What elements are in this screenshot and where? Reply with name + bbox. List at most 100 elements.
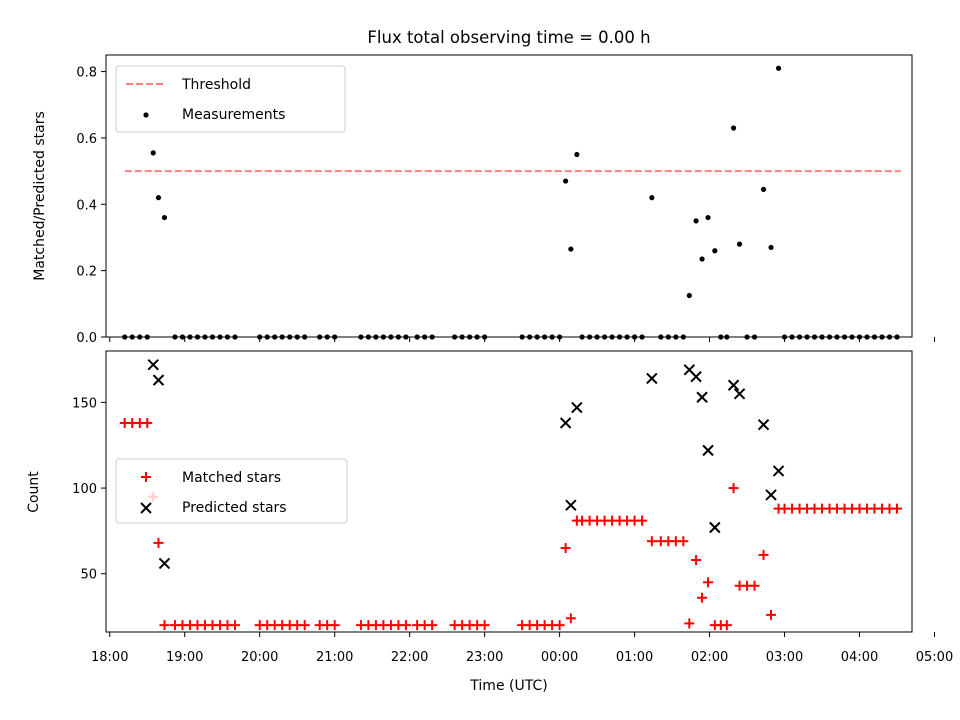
measurement-point xyxy=(574,151,580,158)
measurement-point xyxy=(563,178,569,184)
bottom-y-tick-label: 100 xyxy=(72,482,97,497)
matched-star-point xyxy=(703,577,714,588)
measurement-point xyxy=(760,186,767,192)
measurement-point xyxy=(705,214,711,221)
bottom-y-ticks: 50 100 150 xyxy=(72,396,106,583)
x-tick-label: 05:00 xyxy=(916,650,953,665)
measurement-point xyxy=(150,150,156,156)
predicted-star-point-b xyxy=(765,489,777,501)
bottom-y-tick-label: 50 xyxy=(80,568,97,583)
top-y-tick-label: 0.4 xyxy=(76,198,97,213)
top-legend: Threshold Measurements xyxy=(115,65,346,133)
measurement-point xyxy=(649,195,655,201)
bottom-plot-frame xyxy=(105,350,913,633)
predicted-stars-points xyxy=(147,359,785,570)
predicted-star-point xyxy=(571,401,583,414)
measurement-point xyxy=(568,246,574,252)
predicted-star-point xyxy=(765,489,777,501)
top-plot-frame xyxy=(105,54,913,338)
chart-title: Flux total observing time = 0.00 h xyxy=(367,28,650,47)
predicted-star-point xyxy=(696,391,708,403)
matched-star-point xyxy=(728,483,739,494)
matched-star-point xyxy=(697,592,708,603)
top-y-tick-label: 0.2 xyxy=(76,265,97,280)
matched-star-point xyxy=(153,537,164,548)
matched-star-point xyxy=(554,620,565,631)
matched-star-point xyxy=(691,555,702,566)
x-tick-label: 19:00 xyxy=(166,650,203,665)
x-axis-label: Time (UTC) xyxy=(469,678,547,694)
matched-star-point xyxy=(749,580,760,591)
matched-star-point xyxy=(721,620,732,631)
measurement-point xyxy=(155,195,162,201)
measurement-point xyxy=(768,244,774,251)
top-y-axis-label: Matched/Predicted stars xyxy=(32,111,48,281)
predicted-star-point xyxy=(733,388,746,400)
measurement-point xyxy=(161,214,168,221)
predicted-star-point-b xyxy=(646,372,658,385)
predicted-star-point-b xyxy=(147,359,159,371)
x-tick-label: 01:00 xyxy=(616,650,653,665)
predicted-star-point xyxy=(727,379,740,391)
predicted-star-point xyxy=(772,465,785,477)
legend-matched-swatch xyxy=(141,472,151,482)
bottom-x-ticks: 18:00 19:00 20:00 21:00 22:00 23:00 00:00 01:00… xyxy=(91,632,953,665)
matched-star-point xyxy=(565,613,576,624)
matched-star-point xyxy=(159,620,170,631)
predicted-star-point xyxy=(152,374,165,386)
x-tick-label: 20:00 xyxy=(241,650,278,665)
matched-star-point xyxy=(299,620,310,631)
matched-star-point xyxy=(400,620,411,631)
predicted-star-point-b xyxy=(152,374,165,386)
matched-star-point xyxy=(758,549,769,560)
predicted-star-point-b xyxy=(727,379,740,391)
matched-star-point xyxy=(142,417,153,428)
top-y-tick-label: 0.6 xyxy=(76,132,97,147)
measurement-point xyxy=(693,218,699,224)
predicted-star-point xyxy=(757,418,770,431)
predicted-star-point-b xyxy=(571,401,583,414)
predicted-star-point-b xyxy=(565,499,577,511)
measurement-point xyxy=(730,125,737,131)
predicted-star-point-b xyxy=(683,364,696,376)
top-y-tick-label: 0.8 xyxy=(76,66,97,81)
predicted-star-point xyxy=(559,417,572,429)
predicted-star-point-b xyxy=(733,388,746,400)
x-tick-label: 03:00 xyxy=(766,650,803,665)
predicted-star-point-b xyxy=(158,557,171,570)
matched-star-point xyxy=(329,620,340,631)
measurement-point xyxy=(712,248,718,254)
legend-matched-label: Matched stars xyxy=(182,470,281,486)
x-tick-label: 22:00 xyxy=(391,650,428,665)
predicted-star-point-b xyxy=(559,417,572,429)
x-tick-label: 21:00 xyxy=(316,650,353,665)
predicted-star-point xyxy=(565,499,577,511)
measurement-point xyxy=(736,241,743,247)
predicted-star-point-b xyxy=(709,521,721,534)
bottom-y-axis-label: Count xyxy=(26,471,42,513)
predicted-star-point xyxy=(709,521,721,534)
bottom-legend: Matched stars Predicted stars xyxy=(115,458,348,524)
x-tick-label: 18:00 xyxy=(91,650,128,665)
matched-star-point xyxy=(646,536,657,547)
predicted-star-point xyxy=(690,370,702,383)
legend-measurements-swatch xyxy=(143,112,149,118)
top-legend-box xyxy=(115,65,346,133)
matched-star-point xyxy=(427,620,438,631)
x-tick-label: 23:00 xyxy=(466,650,503,665)
bottom-panel: 50 100 150 18:00 19:00 20:00 21:00 22:00 23:00 0… xyxy=(26,350,953,694)
measurement-point xyxy=(699,256,705,262)
x-tick-label: 02:00 xyxy=(691,650,728,665)
top-y-tick-label: 0.0 xyxy=(76,331,97,346)
legend-predicted-swatch xyxy=(140,502,152,514)
matched-star-point xyxy=(479,620,490,631)
matched-star-point xyxy=(637,515,648,526)
matched-star-point xyxy=(892,503,903,514)
predicted-star-point xyxy=(147,359,159,371)
matched-star-point xyxy=(229,620,240,631)
matched-star-point xyxy=(766,609,777,620)
matched-star-point xyxy=(560,543,571,554)
legend-threshold-label: Threshold xyxy=(181,77,251,93)
legend-measurements-label: Measurements xyxy=(182,107,285,123)
